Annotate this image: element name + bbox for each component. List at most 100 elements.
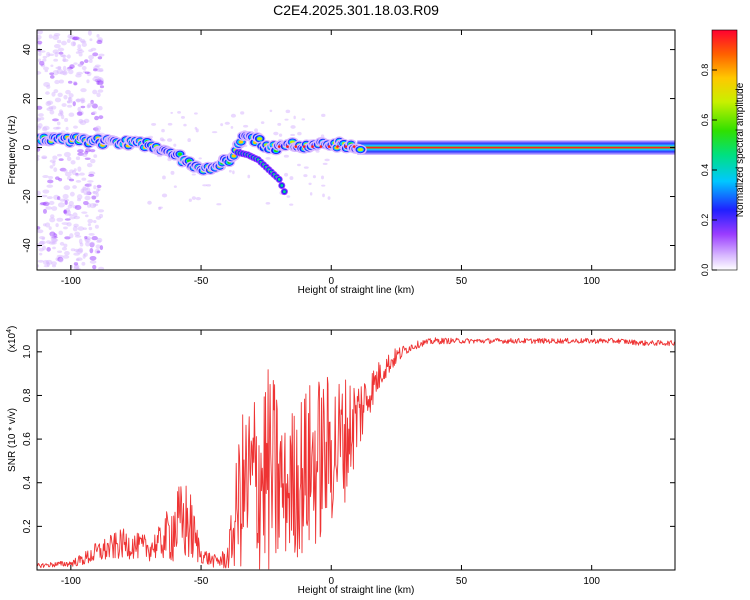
spectrogram-noise-blob: [37, 105, 43, 110]
spectrogram-noise-blob: [74, 172, 80, 177]
spectrogram-noise-blob: [90, 101, 94, 107]
spectrogram-noise-blob: [183, 123, 187, 127]
spectrogram-noise-blob: [59, 241, 65, 246]
spectrogram-noise-blob: [64, 251, 70, 256]
colorbar-tick-label: 0.2: [700, 214, 710, 227]
spectrogram-noise-blob: [51, 261, 57, 266]
spectrogram-noise-blob: [286, 195, 291, 198]
spectrogram-noise-blob: [193, 112, 198, 115]
spectrogram-noise-blob: [161, 193, 168, 198]
spectrogram-noise-blob: [39, 60, 45, 66]
spectrogram-noise-blob: [95, 244, 101, 249]
spectrogram-noise-blob: [37, 264, 40, 268]
spectrogram-noise-blob: [46, 247, 51, 252]
spectrogram-noise-blob: [37, 190, 41, 196]
chart-title: C2E4.2025.301.18.03.R09: [273, 2, 439, 18]
spectrogram-noise-blob: [88, 58, 93, 64]
spectrogram-noise-blob: [278, 133, 283, 137]
spectrogram-ridge-blob: [238, 140, 244, 144]
spectrogram-noise-blob: [96, 240, 102, 243]
spectrogram-noise-blob: [308, 182, 312, 186]
spectrogram-noise-blob: [188, 198, 192, 202]
spectrogram-noise-blob: [83, 252, 88, 257]
spectrogram-noise-blob: [72, 212, 78, 218]
spectrogram-noise-blob: [99, 85, 105, 89]
spectrogram-peak-dot: [302, 145, 306, 148]
spectrogram-noise-blob: [68, 112, 75, 117]
spectrogram-noise-blob: [39, 116, 45, 121]
spectrogram-noise-blob: [64, 218, 71, 221]
spectrogram-noise-blob: [147, 200, 152, 205]
spectrogram-noise-blob: [202, 184, 208, 187]
spectrogram-noise-blob: [57, 196, 61, 201]
spectrogram-noise-blob: [66, 54, 71, 59]
spectrogram-y-tick-label: 40: [22, 44, 33, 56]
spectrogram-noise-blob: [80, 188, 85, 194]
spectrogram-noise-blob: [78, 52, 83, 57]
spectrogram-noise-blob: [75, 179, 82, 183]
spectrogram-noise-blob: [96, 40, 103, 45]
spectrogram-noise-blob: [324, 158, 330, 162]
colorbar-tick-label: 0.8: [700, 64, 710, 77]
spectrogram-noise-blob: [89, 202, 97, 209]
colorbar-gradient: [711, 29, 738, 271]
spectrogram-noise-blob: [95, 216, 102, 220]
spectrogram-noise-blob: [70, 248, 76, 252]
spectrogram-noise-blob: [66, 68, 71, 71]
spectrogram-noise-blob: [93, 185, 97, 190]
spectrogram-noise-blob: [55, 223, 59, 228]
spectrogram-noise-blob: [90, 47, 97, 51]
spectrogram-noise-blob: [91, 235, 98, 241]
spectrogram-noise-blob: [62, 255, 70, 259]
spectrogram-noise-blob: [39, 50, 46, 53]
spectrogram-noise-blob: [56, 126, 61, 130]
spectrogram-x-label: Height of straight line (km): [298, 285, 415, 296]
spectrogram-noise-blob: [68, 97, 73, 102]
spectrogram-noise-blob: [62, 57, 66, 62]
spectrogram-noise-blob: [54, 97, 62, 103]
spectrogram-noise-blob: [57, 92, 63, 98]
spectrogram-noise-blob: [58, 79, 64, 84]
spectrogram-branch-blob: [282, 190, 286, 194]
spectrogram-noise-blob: [170, 170, 175, 175]
spectrogram-noise-blob: [53, 58, 59, 62]
spectrogram-noise-blob: [73, 168, 77, 172]
snr-x-tick-label: -100: [61, 576, 81, 587]
spectrogram-noise-blob: [322, 162, 328, 165]
spectrogram-noise-blob: [87, 180, 94, 183]
spectrogram-noise-blob: [62, 193, 69, 200]
spectrogram-noise-blob: [97, 89, 104, 93]
spectrogram-noise-blob: [70, 160, 76, 165]
spectrogram-noise-blob: [58, 51, 64, 55]
spectrogram-noise-blob: [50, 64, 54, 68]
spectrogram-noise-blob: [92, 264, 97, 270]
spectrogram-noise-blob: [290, 133, 296, 136]
spectrogram-noise-blob: [69, 233, 74, 239]
spectrogram-noise-blob: [52, 246, 56, 250]
spectrogram-noise-blob: [290, 125, 296, 129]
spectrogram-noise-blob: [63, 198, 70, 202]
snr-y-tick-label: 0.8: [22, 388, 33, 402]
spectrogram-noise-blob: [54, 176, 60, 181]
spectrogram-noise-blob: [96, 184, 102, 189]
spectrogram-noise-blob: [37, 226, 41, 230]
spectrogram-noise-blob: [77, 226, 85, 231]
spectrogram-noise-blob: [180, 115, 185, 119]
spectrogram-noise-blob: [69, 178, 75, 182]
spectrogram-noise-blob: [170, 111, 174, 114]
spectrogram-noise-blob: [64, 171, 72, 177]
spectrogram-noise-blob: [77, 63, 83, 68]
colorbar-label: Normalized spectral amplitude: [735, 82, 746, 217]
spectrogram-peak-dot: [352, 145, 356, 148]
spectrogram-noise-blob: [45, 91, 50, 95]
spectrogram-noise-blob: [77, 198, 82, 202]
spectrogram-noise-blob: [43, 66, 50, 71]
spectrogram-ridge-blob: [178, 152, 182, 156]
spectrogram-noise-blob: [37, 259, 44, 263]
snr-multiplier: (x104): [6, 326, 18, 353]
spectrogram-noise-blob: [99, 245, 104, 251]
spectrogram-noise-blob: [58, 230, 64, 236]
spectrogram-noise-blob: [75, 156, 81, 161]
snr-panel: -100 -50 0 50 100 0.2 0.4 0.6 0.8 1.0 Height of s…: [6, 326, 676, 596]
snr-ticks: -100 -50 0 50 100 0.2 0.4 0.6 0.8 1.0: [22, 330, 675, 587]
